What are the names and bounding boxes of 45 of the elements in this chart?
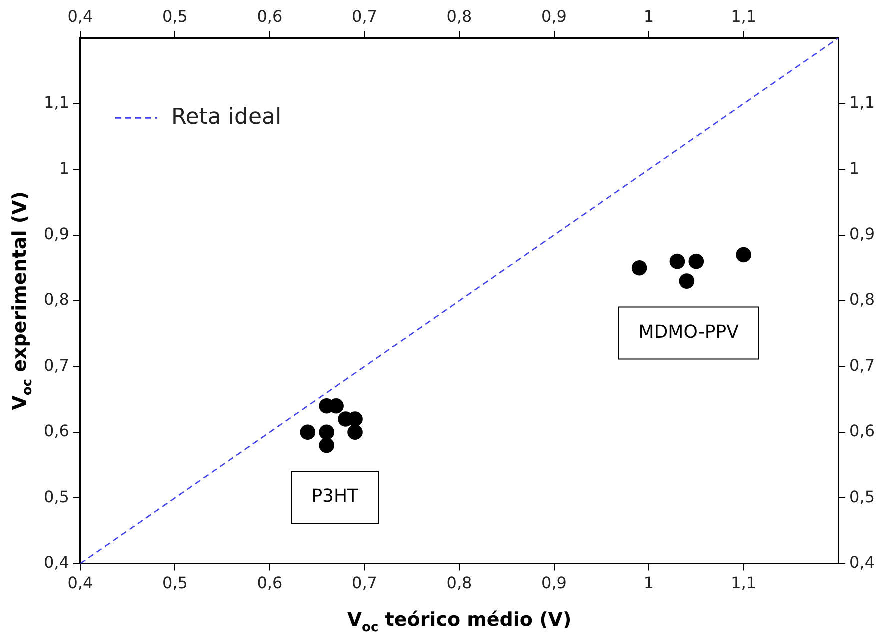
y2-tick-label: 1 (850, 158, 860, 178)
x2-tick-label: 0,8 (446, 6, 472, 26)
point (319, 424, 334, 440)
y-tick-label: 0,4 (44, 552, 70, 572)
x-tick-label: 1 (644, 574, 654, 593)
x-tick-label: 1,1 (731, 574, 757, 593)
x2-tick-label: 0,5 (162, 6, 188, 26)
y-tick-label: 1,1 (44, 93, 70, 112)
x2-tick-label: 1,1 (731, 6, 757, 26)
x2-tick-label: 0,7 (352, 6, 378, 26)
y-tick-label: 1 (59, 158, 70, 178)
y2-tick-label: 0,6 (850, 422, 876, 441)
x-tick-label: 0,8 (446, 574, 472, 593)
text: P3HT (312, 486, 360, 508)
y-tick-label: 0,7 (44, 356, 70, 375)
point (348, 424, 363, 440)
y-tick-label: 0,9 (44, 224, 70, 244)
x2-tick-label: 0,9 (542, 6, 567, 26)
y2-tick-label: 0,8 (850, 290, 876, 310)
y2-tick-label: 0,7 (850, 356, 876, 375)
y-tick-label: 0,8 (44, 290, 70, 310)
x2-tick-label: 0,6 (257, 6, 283, 26)
x2-tick-label: 1 (644, 6, 654, 26)
point (670, 254, 686, 270)
y2-tick-label: 0,5 (850, 487, 876, 506)
y2-tick-label: 0,4 (850, 552, 876, 572)
y-tick-label: 0,5 (44, 487, 70, 506)
x-tick-label: 0,5 (162, 574, 188, 593)
point (679, 274, 695, 289)
y2-tick-label: 1,1 (850, 93, 876, 112)
x-tick-label: 0,7 (352, 574, 378, 593)
point (736, 247, 752, 263)
point (688, 254, 704, 270)
point (632, 260, 648, 276)
y2-tick-label: 0,9 (850, 224, 876, 244)
legend-label: Reta ideal (171, 104, 282, 130)
text: MDMO-PPV (638, 322, 740, 343)
point (319, 438, 334, 454)
y-tick-label: 0,6 (44, 422, 70, 441)
x2-tick-label: 0,4 (68, 6, 94, 26)
x-tick-label: 0,6 (257, 574, 283, 593)
y-axis-title: Voc experimental (V) (9, 192, 36, 410)
point (300, 424, 316, 440)
x-tick-label: 0,9 (542, 574, 567, 593)
x-tick-label: 0,4 (68, 574, 94, 593)
